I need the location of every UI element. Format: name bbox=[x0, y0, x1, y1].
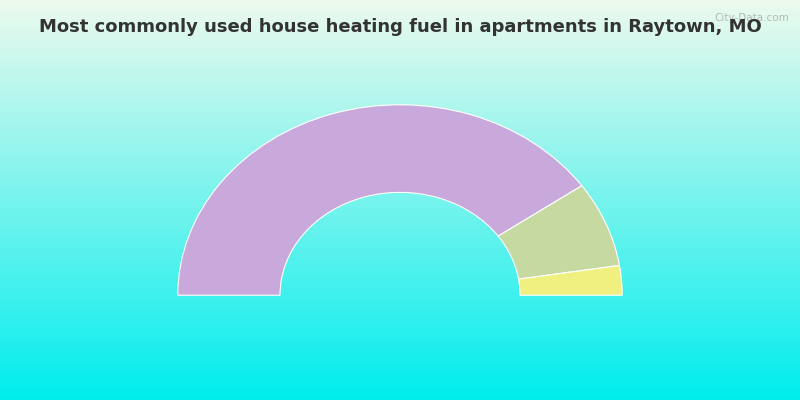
Wedge shape bbox=[178, 105, 582, 295]
Wedge shape bbox=[518, 266, 622, 295]
Text: Most commonly used house heating fuel in apartments in Raytown, MO: Most commonly used house heating fuel in… bbox=[38, 18, 762, 36]
Wedge shape bbox=[498, 186, 619, 279]
Text: City-Data.com: City-Data.com bbox=[714, 13, 789, 23]
